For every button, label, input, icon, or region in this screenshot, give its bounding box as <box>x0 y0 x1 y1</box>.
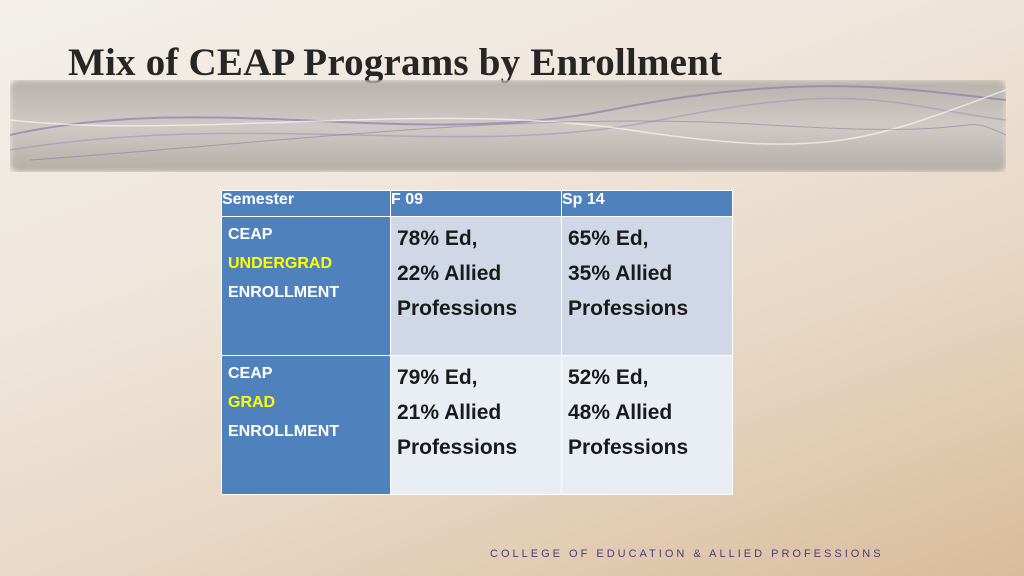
cell-line: Professions <box>396 436 518 459</box>
cell-line: Professions <box>396 297 518 320</box>
enrollment-table: Semester F 09 Sp 14 CEAP UNDERGRAD ENROL… <box>221 190 734 495</box>
slide-title: Mix of CEAP Programs by Enrollment <box>68 41 723 84</box>
row-label-grad: CEAP GRAD ENROLLMENT <box>221 355 391 495</box>
cell-line: 65% Ed, <box>567 227 649 250</box>
cell-line: 52% Ed, <box>567 366 649 389</box>
row-label-undergrad: CEAP UNDERGRAD ENROLLMENT <box>221 216 391 356</box>
cell-grad-f09: 79% Ed, 21% Allied Professions <box>389 355 562 495</box>
row-label-highlight: UNDERGRAD <box>228 255 332 272</box>
footer-text: COLLEGE OF EDUCATION & ALLIED PROFESSION… <box>490 548 884 560</box>
cell-line: 21% Allied <box>396 401 502 424</box>
cell-line: Professions <box>567 436 689 459</box>
row-label-line: ENROLLMENT <box>228 284 340 301</box>
table-header-row: Semester F 09 Sp 14 <box>221 190 734 217</box>
row-label-line: ENROLLMENT <box>228 423 340 440</box>
row-label-line: CEAP <box>228 226 273 243</box>
row-label-line: CEAP <box>228 365 273 382</box>
cell-line: 79% Ed, <box>396 366 478 389</box>
header-semester: Semester <box>221 190 391 217</box>
row-label-highlight: GRAD <box>228 394 276 411</box>
cell-line: 48% Allied <box>567 401 673 424</box>
cell-grad-sp14: 52% Ed, 48% Allied Professions <box>560 355 734 495</box>
cell-line: 22% Allied <box>396 262 502 285</box>
table-row-undergrad: CEAP UNDERGRAD ENROLLMENT 78% Ed, 22% Al… <box>221 216 734 356</box>
header-f09: F 09 <box>389 190 562 217</box>
cell-line: 35% Allied <box>567 262 673 285</box>
cell-line: 78% Ed, <box>396 227 478 250</box>
header-sp14: Sp 14 <box>560 190 734 217</box>
cell-line: Professions <box>567 297 689 320</box>
cell-undergrad-f09: 78% Ed, 22% Allied Professions <box>389 216 562 356</box>
cell-undergrad-sp14: 65% Ed, 35% Allied Professions <box>560 216 734 356</box>
decorative-wave-banner <box>10 80 1006 172</box>
table-row-grad: CEAP GRAD ENROLLMENT 79% Ed, 21% Allied … <box>221 355 734 495</box>
